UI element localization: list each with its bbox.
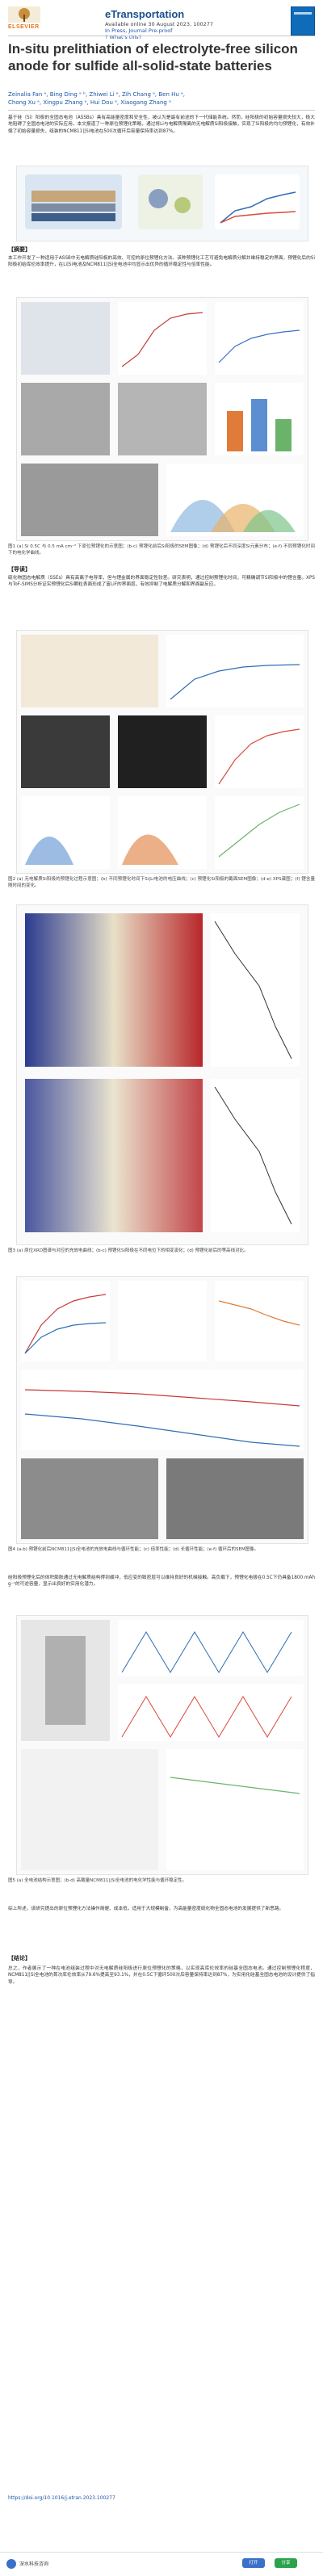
journal-header: ELSEVIER eTransportation Available onlin… [8,6,315,40]
figure-3-caption: 图3 (a) 原位XRD图谱与对应的充放电曲线；(b-c) 预锂化Si阳极在不同… [8,1248,249,1253]
authors-divider [8,110,315,111]
figure-1-panels [21,302,304,536]
article-title: In-situ prelithiation of electrolyte-fre… [8,41,298,73]
journal-title[interactable]: eTransportation [105,8,185,20]
figure-3[interactable] [16,904,308,1245]
publication-meta: Available online 30 August 2023, 100277 … [105,21,213,40]
elsevier-tree-logo [8,6,40,23]
author-list: Zeinalia Fan ᵃ, Bing Ding ᵃ ᵇ, Zhiwei Li… [8,90,315,107]
whats-this-link[interactable]: ? What's this? [105,34,142,40]
authors-line-1[interactable]: Zeinalia Fan ᵃ, Bing Ding ᵃ ᵇ, Zhiwei Li… [8,91,186,98]
figure-3-panels [25,913,300,1232]
paragraph-2: 硫化物固态电解质（SSEs）具有高离子电导率，但与锂金属的界面稳定性较差。研究表… [8,576,315,588]
figure-2[interactable] [16,630,308,874]
figure-1[interactable] [16,297,308,541]
paragraph-4: 综上所述，该研究提出的原位预锂化方法操作简便、成本低，适用于大规模制备，为高能量… [8,1907,284,1911]
figure-5-caption: 图5 (a) 全电池结构示意图；(b-d) 高载量NCM811||Si全电池的电… [8,1878,187,1883]
figure-4[interactable] [16,1276,308,1544]
in-press-label[interactable]: In Press, Journal Pre-proof [105,27,173,34]
conclusion-paragraph: 总之，作者展示了一种在电池组装过程中对无电解质硅阳极进行原位预锂化的策略，以实现… [8,1966,315,1985]
figure-5[interactable] [16,1615,308,1875]
intro-paragraph: 基于硅（Si）阳极的全固态电池（ASSBs）具有高能量密度和安全性，被认为是最有… [8,115,315,134]
authors-line-2[interactable]: Chong Xu ᵃ, Xingpu Zhang ᵃ, Hui Dou ᵃ, X… [8,99,171,106]
share-button[interactable]: 分享 [275,2558,297,2568]
paragraph-3: 硅阳极预锂化后的体积膨胀通过无电解质结构得到缓冲，低应变的致密层可以维持良好的机… [8,1575,315,1588]
available-online: Available online 30 August 2023, 100277 [105,21,214,27]
app-logo-icon [6,2559,16,2569]
journal-cover-thumbnail[interactable] [291,6,315,36]
figure-4-panels [21,1281,304,1539]
app-name: 深水科技咨询 [19,2561,49,2567]
app-bottom-bar: 深水科技咨询 打开 分享 [0,2552,323,2576]
graphical-abstract [16,166,308,241]
section-abstract-heading: 【摘要】 [8,246,31,253]
publisher-name: ELSEVIER [8,24,40,30]
doi-link[interactable]: https://doi.org/10.1016/j.etran.2023.100… [8,2495,115,2501]
section-results-heading: 【导读】 [8,566,31,573]
open-button[interactable]: 打开 [242,2558,265,2568]
figure-1-caption: 图1 (a) Si 0.5C 与 0.5 mA cm⁻² 下原位预锂化的示意图；… [8,544,315,556]
paragraph-1: 本工作开发了一种适用于ASSB中无电解质硅阳极的高效、可控的原位预锂化方法。该种… [8,256,315,268]
figure-2-panels [21,635,304,869]
section-conclusion-heading: 【结论】 [8,1955,31,1961]
figure-4-caption: 图4 (a-b) 预锂化前后NCM811||Si全电池的充放电曲线与循环性能；(… [8,1547,259,1552]
graphical-abstract-illustration [17,166,308,241]
figure-2-caption: 图2 (a) 无电解质Si阳极的预锂化过程示意图；(b) 不同预锂化时间下Si|… [8,877,315,888]
figure-5-panels [21,1620,304,1870]
